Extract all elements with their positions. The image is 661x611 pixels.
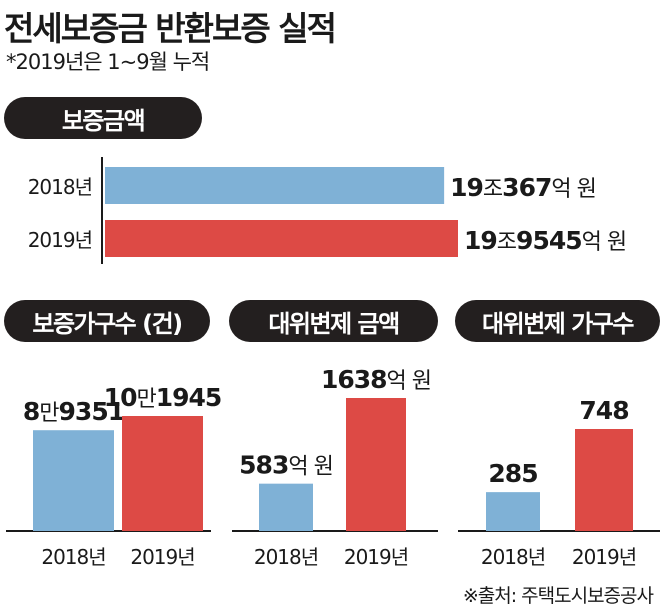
panel-value-label: 10만1945 xyxy=(104,383,222,412)
source-note: ※출처: 주택도시보증공사 xyxy=(462,585,654,607)
chart-title-guarantee-households: 보증가구수 (건) xyxy=(4,300,210,342)
panel-bar-2018년 xyxy=(33,430,114,531)
panel-category-label: 2019년 xyxy=(344,545,408,569)
amount-value-label: 19조367억 원 xyxy=(450,173,596,202)
panel-value-label: 8만9351 xyxy=(23,397,124,426)
panel-category-label: 2018년 xyxy=(481,545,545,569)
panel-value-label: 1638억 원 xyxy=(321,365,431,394)
panel-bar-2019년 xyxy=(575,429,633,531)
panel-category-label: 2018년 xyxy=(254,545,318,569)
chart-title-subrogation-amount: 대위변제 금액 xyxy=(229,300,438,342)
panel-value-label: 285 xyxy=(488,459,537,488)
chart-title-guarantee-amount: 보증금액 xyxy=(4,97,202,139)
amount-category-label: 2018년 xyxy=(28,175,92,199)
panel-category-label: 2019년 xyxy=(572,545,636,569)
panel-value-label: 748 xyxy=(579,396,628,425)
panel-category-label: 2019년 xyxy=(130,545,194,569)
page-title: 전세보증금 반환보증 실적 xyxy=(4,9,337,48)
panel-bar-2019년 xyxy=(346,398,406,531)
panel-bar-2018년 xyxy=(486,492,540,531)
amount-category-label: 2019년 xyxy=(28,228,92,252)
panel-bar-2018년 xyxy=(259,483,313,531)
amount-bar-2019년 xyxy=(105,220,458,257)
panel-category-label: 2018년 xyxy=(41,545,105,569)
chart-title-subrogation-households: 대위변제 가구수 xyxy=(455,300,660,342)
amount-value-label: 19조9545억 원 xyxy=(464,226,626,255)
amount-bar-2018년 xyxy=(105,167,445,204)
page-subtitle: *2019년은 1~9월 누적 xyxy=(6,50,210,74)
panel-bar-2019년 xyxy=(122,416,203,531)
panel-value-label: 583억 원 xyxy=(239,451,333,480)
